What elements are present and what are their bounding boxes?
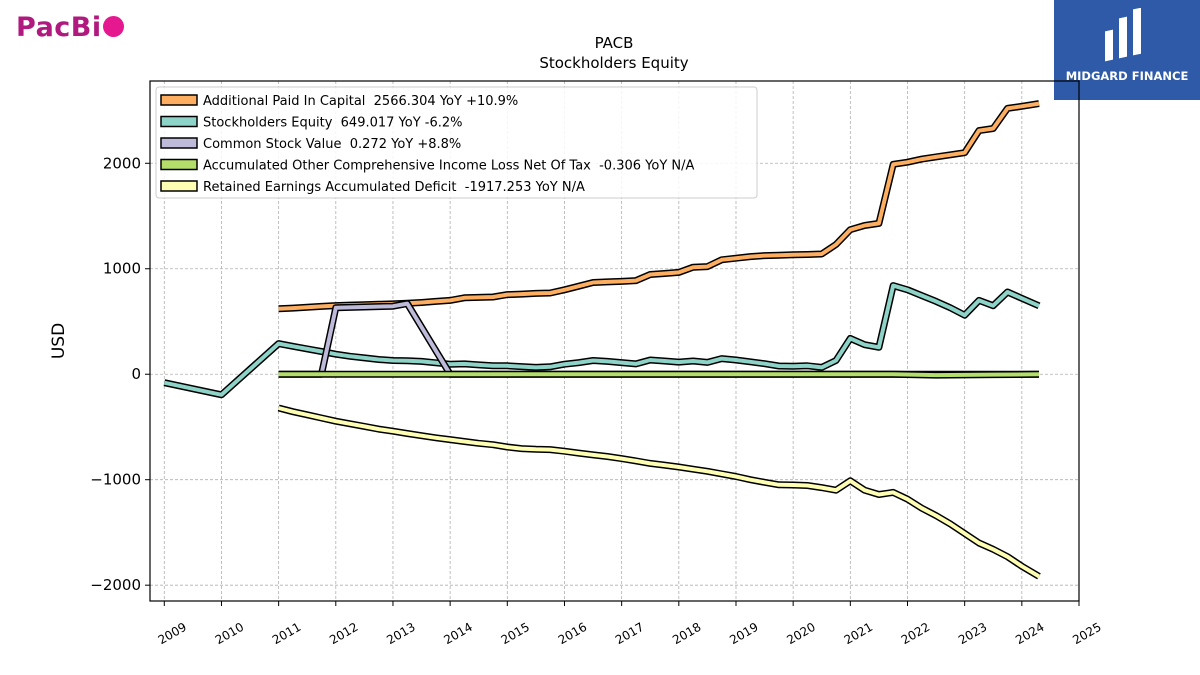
plot-frame (149, 80, 1080, 602)
x-tick-label: 2025 (1070, 620, 1103, 647)
y-axis-ticks: −2000 −1000 0 1000 2000 (90, 154, 150, 594)
legend-label-4: Retained Earnings Accumulated Deficit -1… (203, 180, 585, 195)
chart-subtitle: Stockholders Equity (539, 54, 688, 72)
x-tick-label: 2017 (613, 620, 646, 647)
legend-swatch-1 (160, 115, 198, 128)
x-tick-label: 2012 (327, 620, 360, 647)
series-line-1 (163, 283, 1040, 397)
legend-swatch-2 (160, 137, 198, 149)
pacbio-logo: PacBi (16, 12, 124, 43)
y-tick-label: 1000 (103, 260, 141, 278)
legend-swatch-3 (160, 158, 198, 171)
legend-label-2: Common Stock Value 0.272 YoY +8.8% (203, 137, 461, 152)
legend-label-0: Additional Paid In Capital 2566.304 YoY … (203, 94, 518, 109)
legend-label-3: Accumulated Other Comprehensive Income L… (203, 159, 694, 174)
series-layer (163, 100, 1041, 580)
y-tick-label: −1000 (90, 471, 141, 489)
chart-title: PACB (595, 34, 634, 52)
x-tick-label: 2022 (899, 620, 932, 647)
x-tick-label: 2010 (213, 620, 246, 647)
x-axis-ticks: 2009 2010 2011 2012 2013 2014 2015 2016 2017 2018… (156, 601, 1104, 647)
x-tick-label: 2015 (499, 620, 532, 647)
pacbio-logo-dot (102, 16, 124, 37)
series-line-3 (278, 372, 1040, 378)
x-tick-label: 2024 (1013, 620, 1046, 647)
y-tick-label: 0 (131, 365, 141, 383)
x-tick-label: 2023 (956, 620, 989, 647)
x-tick-label: 2020 (784, 620, 817, 647)
x-tick-label: 2018 (670, 620, 703, 647)
y-tick-label: −2000 (90, 576, 141, 594)
legend: Additional Paid In Capital 2566.304 YoY … (155, 86, 758, 199)
x-tick-label: 2016 (556, 620, 589, 647)
midgard-finance-text: MIDGARD FINANCE (1065, 69, 1189, 83)
x-tick-label: 2014 (441, 620, 474, 647)
legend-label-1: Stockholders Equity 649.017 YoY -6.2% (203, 116, 463, 131)
y-axis-label: USD (49, 323, 69, 359)
y-tick-label: 2000 (103, 154, 141, 172)
series-line-4 (278, 406, 1041, 579)
pacbio-logo-text: PacBi (16, 12, 102, 43)
x-tick-label: 2019 (727, 620, 760, 647)
legend-swatch-4 (160, 180, 198, 192)
x-tick-label: 2011 (270, 620, 303, 647)
x-tick-label: 2013 (384, 620, 417, 647)
midgard-finance-mark-icon (1105, 8, 1141, 62)
x-tick-label: 2009 (156, 620, 189, 647)
x-tick-label: 2021 (842, 620, 875, 647)
legend-box (155, 86, 758, 199)
midgard-finance-logo: MIDGARD FINANCE (1054, 0, 1200, 100)
legend-swatch-0 (160, 94, 198, 106)
